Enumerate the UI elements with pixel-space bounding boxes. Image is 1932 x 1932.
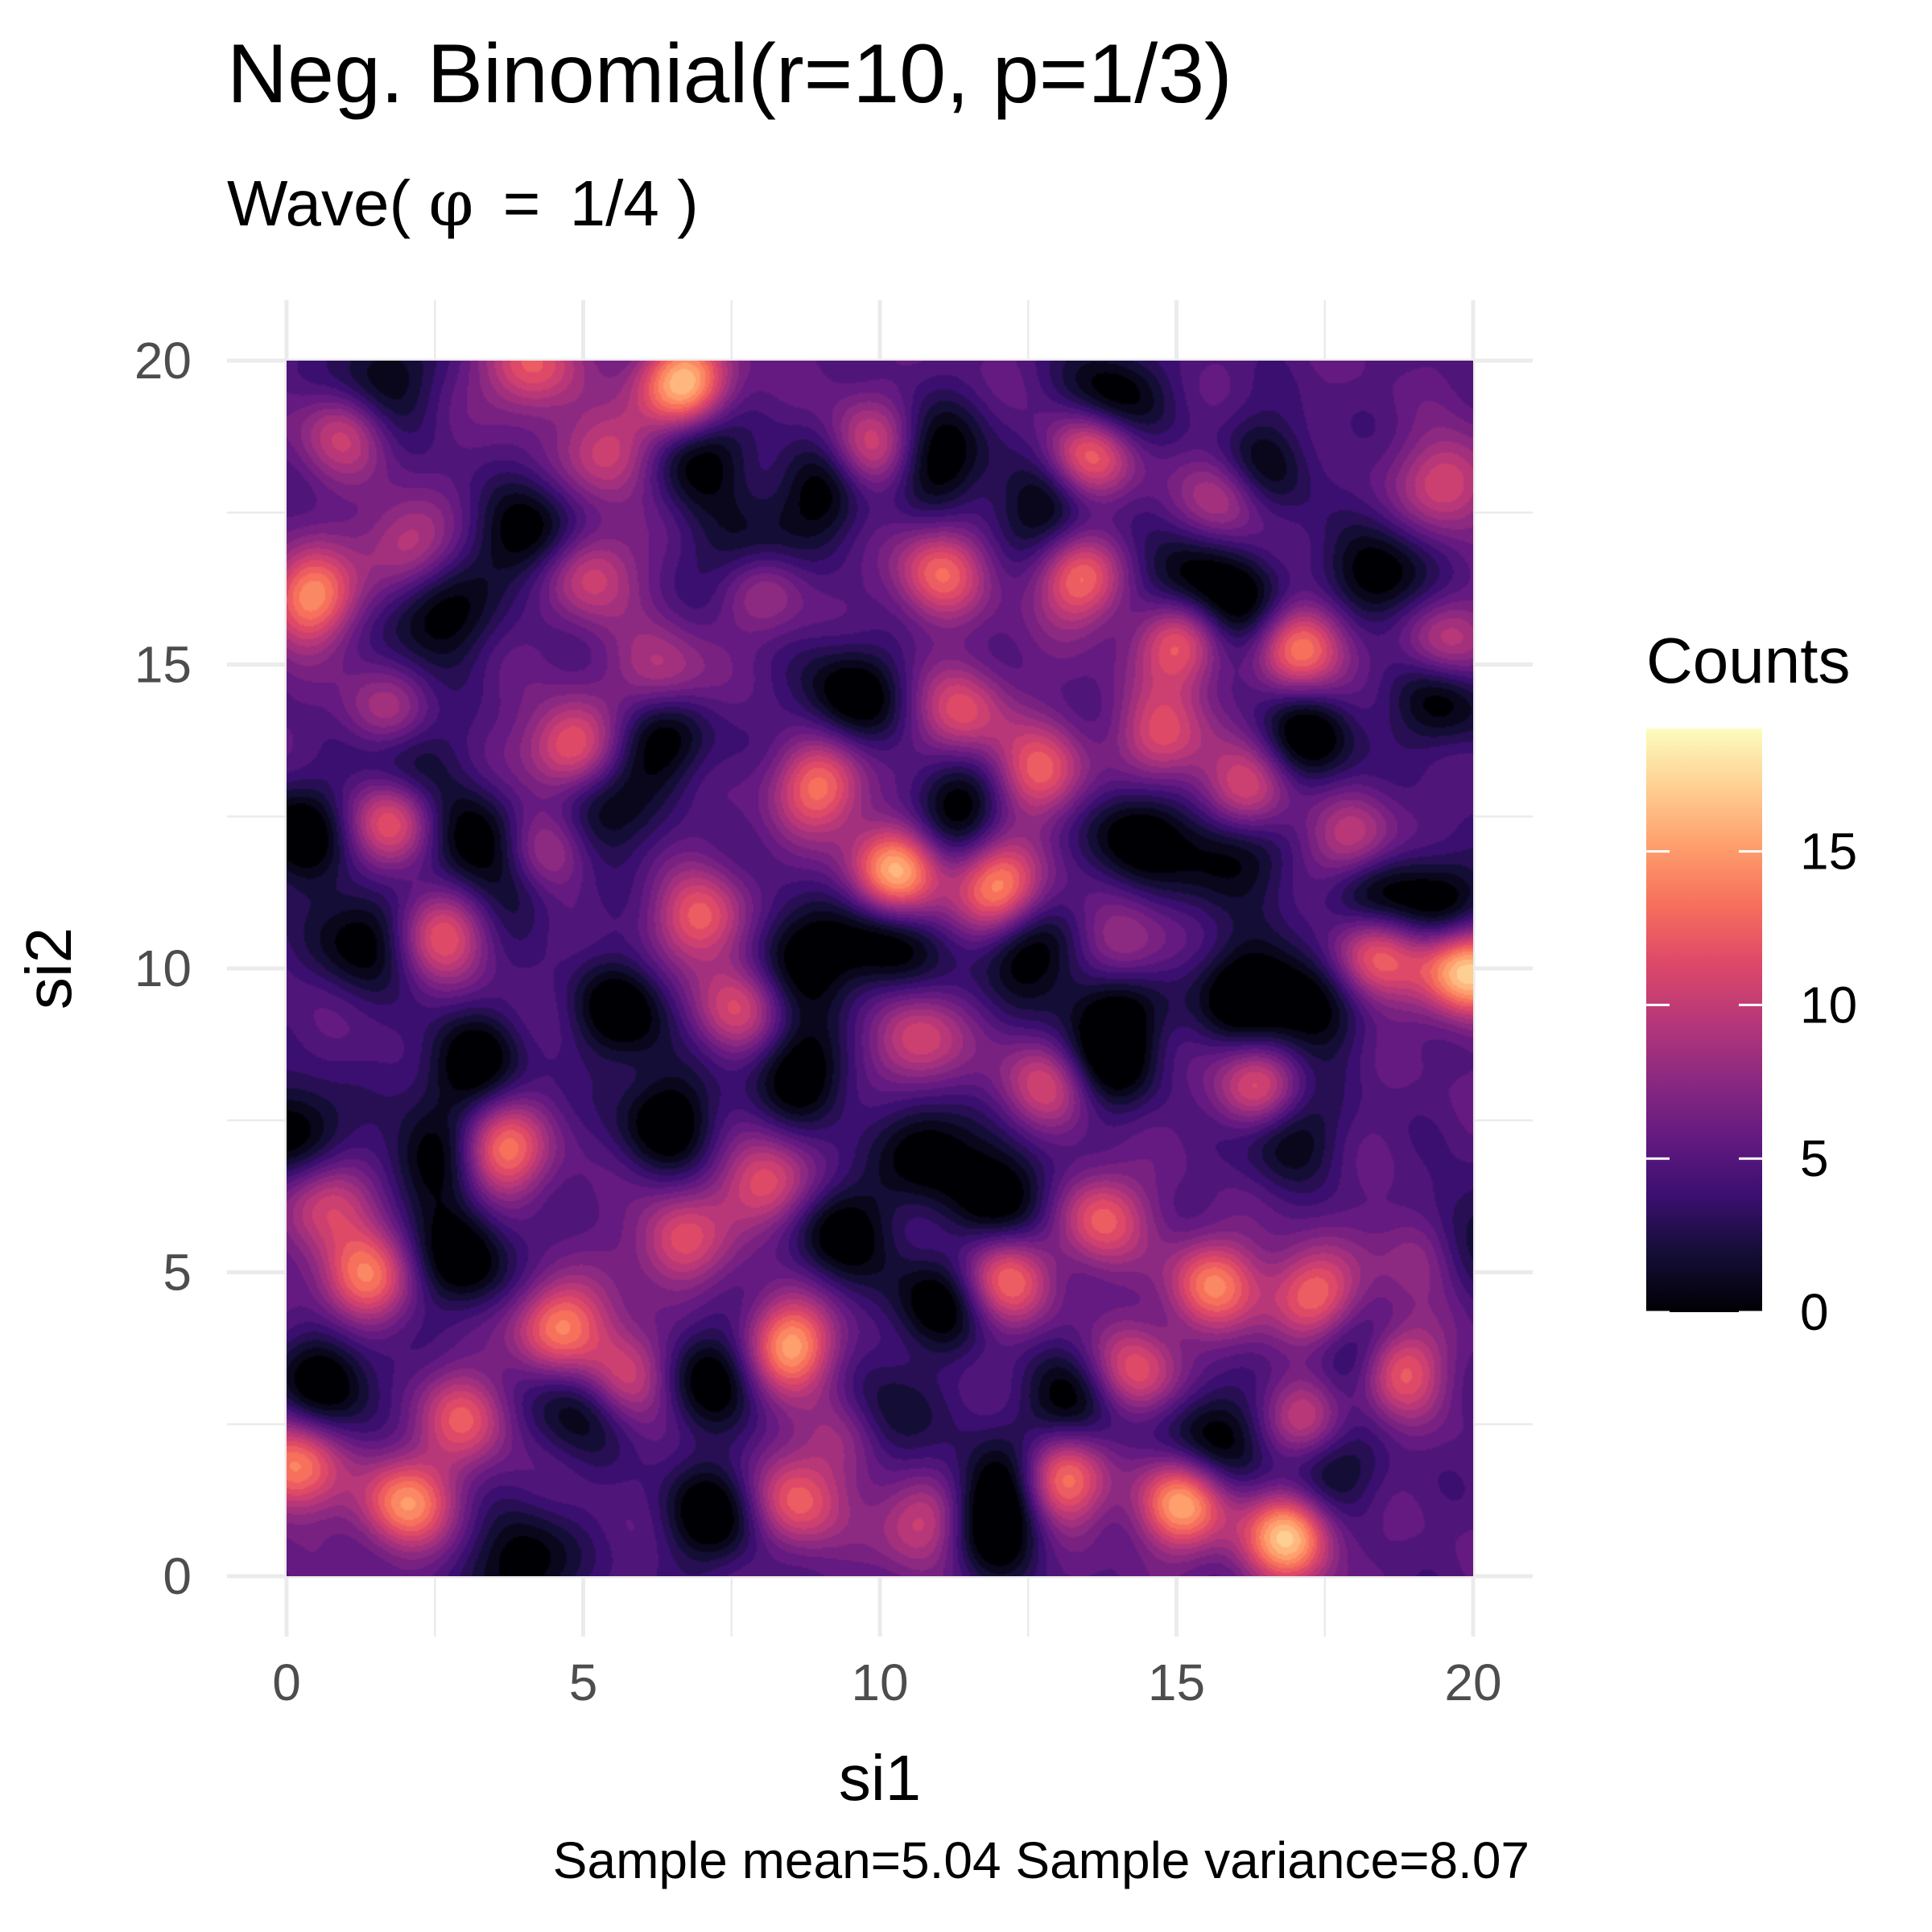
x-tick-label: 20 (1444, 1653, 1501, 1711)
chart-title: Neg. Binomial(r=10, p=1/3) (227, 27, 1232, 121)
y-tick-label: 15 (134, 636, 192, 694)
x-axis-title: si1 (839, 1742, 921, 1814)
subtitle-value: 1/4 (570, 167, 659, 239)
subtitle-suffix: ) (677, 167, 699, 239)
legend-tick-label: 0 (1800, 1283, 1829, 1341)
y-tick-label: 0 (163, 1547, 192, 1605)
legend-title: Counts (1646, 625, 1850, 696)
y-tick-label: 20 (134, 332, 192, 390)
y-tick-label: 5 (163, 1244, 192, 1302)
heatmap-canvas (287, 361, 1473, 1576)
x-tick-label: 5 (569, 1653, 598, 1711)
legend: Counts 0 5 10 15 (1646, 625, 1857, 1341)
y-axis-ticks: 0 5 10 15 20 (134, 332, 192, 1605)
x-tick-label: 0 (272, 1653, 301, 1711)
subtitle-equals: = (503, 167, 541, 239)
subtitle-prefix: Wave( (227, 167, 411, 239)
legend-colorbar (1646, 729, 1762, 1312)
chart-caption: Sample mean=5.04 Sample variance=8.07 (553, 1831, 1530, 1889)
legend-tick-label: 5 (1800, 1129, 1829, 1187)
legend-ticks: 0 5 10 15 (1646, 823, 1857, 1341)
legend-tick-label: 10 (1800, 976, 1857, 1034)
y-tick-label: 10 (134, 939, 192, 997)
chart-subtitle: Wave( φ = 1/4 ) (227, 166, 699, 241)
x-axis-ticks: 0 5 10 15 20 (272, 1653, 1501, 1711)
heatmap-raster (287, 361, 1473, 1576)
x-tick-label: 10 (851, 1653, 908, 1711)
subtitle-phi: φ (428, 166, 473, 241)
legend-tick-label: 15 (1800, 823, 1857, 881)
y-axis-title: si2 (13, 927, 85, 1009)
x-tick-label: 15 (1148, 1653, 1205, 1711)
